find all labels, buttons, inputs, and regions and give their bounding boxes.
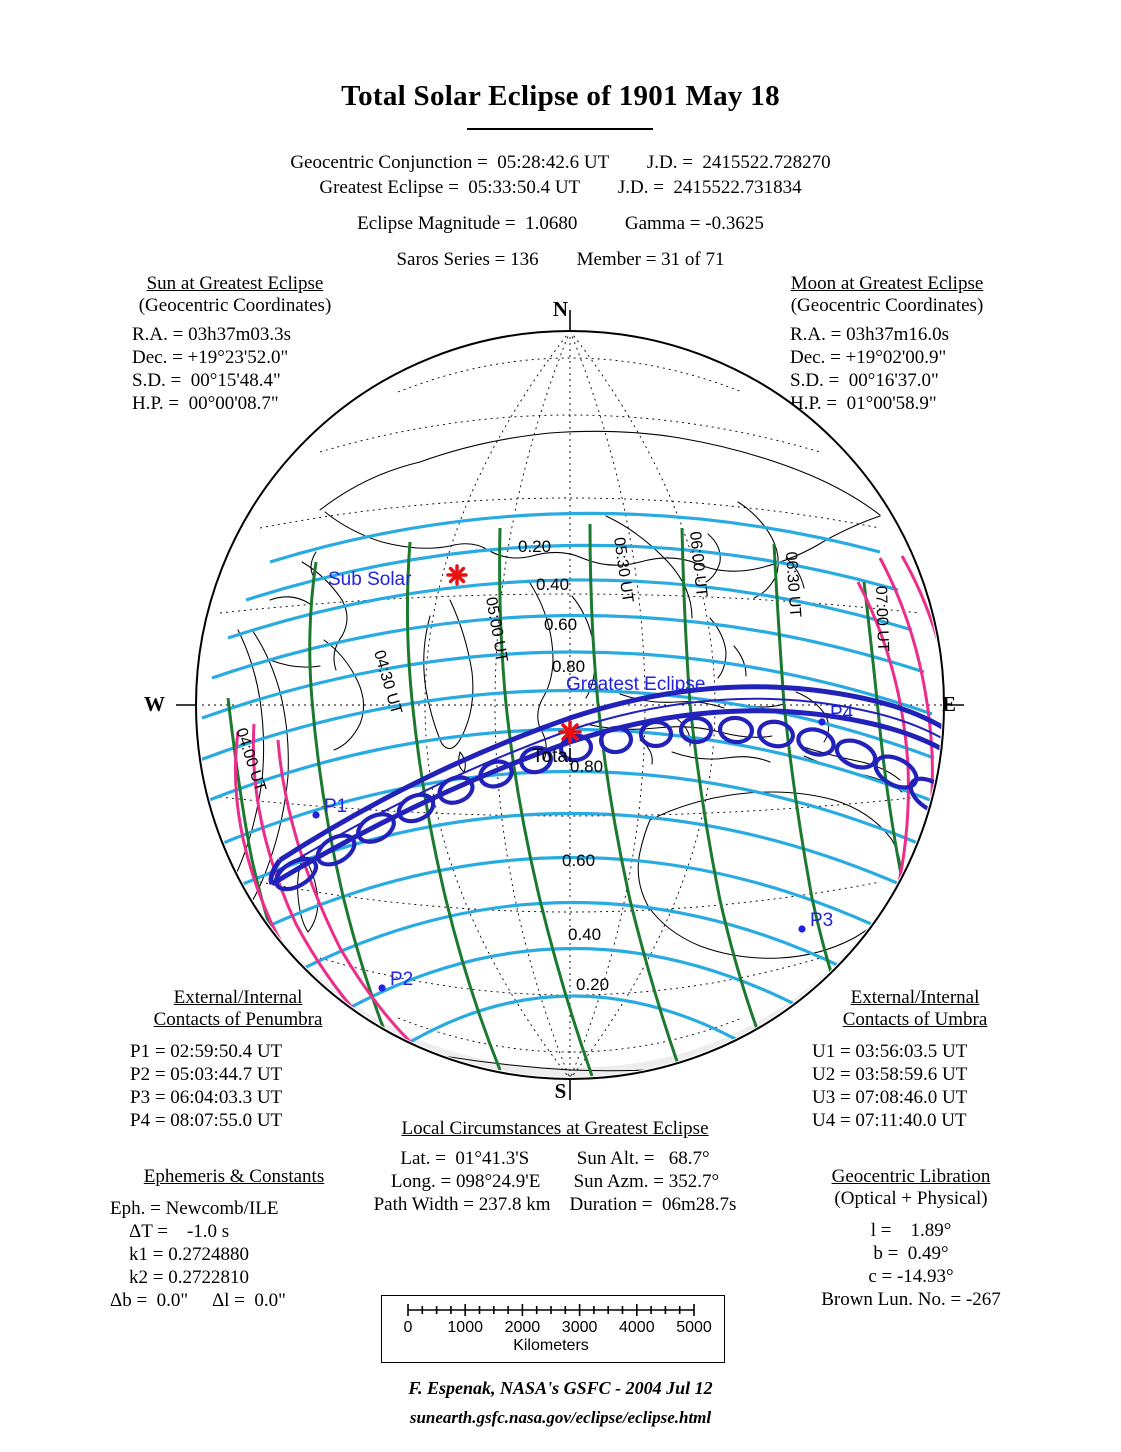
sub-solar-marker-group: Sub Solar bbox=[328, 564, 468, 590]
scale-tick-label: 4000 bbox=[619, 1319, 655, 1336]
penumbra-contacts-panel: External/Internal Contacts of Penumbra P… bbox=[108, 987, 368, 1132]
scale-tick-label: 1000 bbox=[447, 1319, 483, 1336]
contact-point-label: P4 bbox=[830, 703, 854, 724]
local-panel-heading: Local Circumstances at Greatest Eclipse bbox=[401, 1118, 709, 1139]
ephemeris-panel-heading: Ephemeris & Constants bbox=[143, 1166, 325, 1187]
eclipse-globe-map: 0.20 0.40 0.60 0.80 0.80 0.60 0.40 0.20 … bbox=[120, 279, 1020, 1100]
contact-point-label: P3 bbox=[810, 910, 833, 931]
contact-point-p2: P2 bbox=[378, 969, 413, 992]
libration-panel: Geocentric Libration (Optical + Physical… bbox=[786, 1166, 1036, 1311]
title-divider bbox=[467, 128, 653, 130]
page-title: Total Solar Eclipse of 1901 May 18 bbox=[341, 80, 780, 112]
scale-tick-label: 0 bbox=[404, 1319, 413, 1336]
header-conjunction: Geocentric Conjunction = 05:28:42.6 UT J… bbox=[290, 152, 831, 173]
sun-panel-subheading: (Geocentric Coordinates) bbox=[138, 295, 332, 316]
contact-point-p4: P4 bbox=[818, 703, 854, 726]
sub-solar-label: Sub Solar bbox=[328, 569, 412, 590]
local-circumstances-panel: Local Circumstances at Greatest Eclipse … bbox=[345, 1118, 765, 1216]
magnitude-labels-north: 0.20 0.40 0.60 0.80 bbox=[518, 537, 585, 676]
penumbra-panel-subheading: Contacts of Penumbra bbox=[153, 1009, 323, 1030]
umbra-panel-heading: External/Internal bbox=[850, 987, 980, 1008]
moon-panel: Moon at Greatest Eclipse (Geocentric Coo… bbox=[762, 273, 1012, 415]
compass-ticks bbox=[176, 310, 964, 1100]
penumbra-panel-heading: External/Internal bbox=[173, 987, 303, 1008]
umbra-contacts-panel: External/Internal Contacts of Umbra U1 =… bbox=[790, 987, 1040, 1132]
magnitude-label: 0.80 bbox=[570, 757, 603, 776]
umbra-panel-subheading: Contacts of Umbra bbox=[842, 1009, 988, 1030]
scale-tick-label: 5000 bbox=[676, 1319, 712, 1336]
magnitude-label: 0.40 bbox=[568, 925, 601, 944]
ephemeris-panel: Ephemeris & Constants Eph. = Newcomb/ILE… bbox=[104, 1166, 364, 1312]
penumbra-contact-markers: P1 P2 P3 P4 bbox=[312, 703, 854, 992]
ut-curve-label: 06:00 UT bbox=[686, 531, 710, 598]
scale-bar-svg: 0 1000 2000 3000 4000 5000 Kilometers bbox=[404, 1304, 712, 1354]
greatest-eclipse-marker-group: Greatest Eclipse Total bbox=[532, 674, 705, 767]
ut-time-curves bbox=[226, 523, 904, 1077]
contact-point-p3: P3 bbox=[798, 910, 833, 933]
libration-panel-heading: Geocentric Libration bbox=[831, 1166, 991, 1187]
local-panel-values: Lat. = 01°41.3'S Sun Alt. = 68.7° Long. … bbox=[373, 1148, 737, 1215]
scale-bar: 0 1000 2000 3000 4000 5000 Kilometers bbox=[381, 1295, 725, 1363]
sun-panel-values: R.A. = 03h37m03.3s Dec. = +19°23'52.0" S… bbox=[132, 324, 292, 414]
moon-panel-heading: Moon at Greatest Eclipse bbox=[790, 273, 984, 294]
sun-panel-heading: Sun at Greatest Eclipse bbox=[146, 273, 324, 294]
globe-svg: 0.20 0.40 0.60 0.80 0.80 0.60 0.40 0.20 … bbox=[176, 279, 964, 1100]
scale-unit-label: Kilometers bbox=[513, 1337, 589, 1354]
libration-panel-subheading: (Optical + Physical) bbox=[834, 1188, 988, 1209]
contact-point-label: P1 bbox=[324, 796, 347, 817]
scale-bar-labels: 0 1000 2000 3000 4000 5000 Kilometers bbox=[404, 1319, 712, 1354]
moon-panel-subheading: (Geocentric Coordinates) bbox=[790, 295, 984, 316]
magnitude-label: 0.20 bbox=[576, 975, 609, 994]
magnitude-label: 0.80 bbox=[552, 657, 585, 676]
sub-solar-asterisk-icon bbox=[446, 564, 468, 586]
compass-south: S bbox=[554, 1079, 567, 1103]
credit-url: sunearth.gsfc.nasa.gov/eclipse/eclipse.h… bbox=[409, 1408, 712, 1427]
umbral-path bbox=[268, 684, 942, 892]
total-label: Total bbox=[532, 746, 572, 767]
libration-panel-values: l = 1.89° b = 0.49° c = -14.93° Brown Lu… bbox=[821, 1220, 1001, 1310]
compass-north: N bbox=[552, 297, 569, 321]
scale-tick-label: 3000 bbox=[562, 1319, 598, 1336]
credit-author: F. Espenak, NASA's GSFC - 2004 Jul 12 bbox=[408, 1378, 713, 1398]
contact-point-label: P2 bbox=[390, 969, 413, 990]
scale-tick-label: 2000 bbox=[505, 1319, 541, 1336]
ut-curve-label: 06:30 UT bbox=[782, 551, 804, 618]
umbra-panel-values: U1 = 03:56:03.5 UT U2 = 03:58:59.6 UT U3… bbox=[812, 1041, 968, 1131]
ephemeris-panel-values: Eph. = Newcomb/ILE ΔT = -1.0 s k1 = 0.27… bbox=[110, 1198, 286, 1311]
header-greatest-eclipse: Greatest Eclipse = 05:33:50.4 UT J.D. = … bbox=[319, 177, 802, 198]
header-magnitude-gamma: Eclipse Magnitude = 1.0680 Gamma = -0.36… bbox=[357, 213, 764, 234]
magnitude-label: 0.40 bbox=[536, 575, 569, 594]
penumbra-panel-values: P1 = 02:59:50.4 UT P2 = 05:03:44.7 UT P3… bbox=[130, 1041, 283, 1131]
magnitude-label: 0.60 bbox=[544, 615, 577, 634]
sun-panel: Sun at Greatest Eclipse (Geocentric Coor… bbox=[110, 273, 360, 415]
header-saros: Saros Series = 136 Member = 31 of 71 bbox=[396, 249, 725, 270]
greatest-eclipse-label: Greatest Eclipse bbox=[566, 674, 705, 695]
magnitude-label: 0.20 bbox=[518, 537, 551, 556]
ut-curve-label: 07:00 UT bbox=[872, 586, 891, 653]
magnitude-label: 0.60 bbox=[562, 851, 595, 870]
moon-panel-values: R.A. = 03h37m16.0s Dec. = +19°02'00.9" S… bbox=[790, 324, 950, 414]
compass-east: E bbox=[942, 692, 957, 716]
magnitude-labels-south: 0.80 0.60 0.40 0.20 bbox=[562, 757, 609, 994]
contact-point-p1: P1 bbox=[312, 796, 347, 819]
compass-west: W bbox=[144, 692, 165, 716]
greatest-eclipse-asterisk-icon bbox=[558, 720, 582, 744]
scale-bar-ticks bbox=[407, 1304, 695, 1316]
